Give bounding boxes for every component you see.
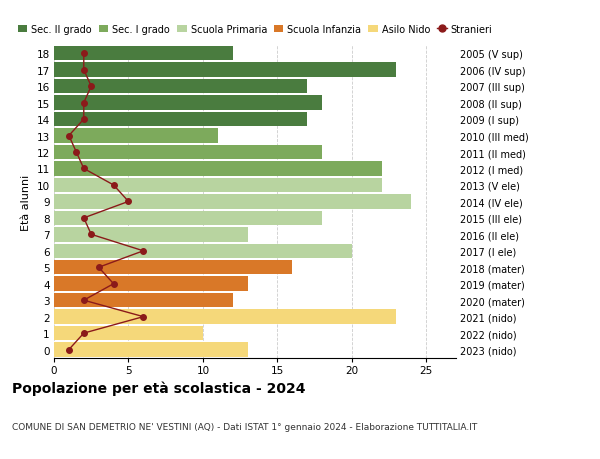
Bar (54, 146, 322, 160)
Y-axis label: Età alunni: Età alunni (21, 174, 31, 230)
Point (109, 182, 118, 189)
Point (86, 83, 96, 90)
Bar (54, 260, 292, 275)
Bar (54, 195, 412, 209)
Point (124, 198, 133, 206)
Point (64, 346, 74, 353)
Point (79, 67, 89, 74)
Bar (54, 112, 307, 127)
Point (79, 116, 89, 123)
Point (139, 247, 148, 255)
Bar (54, 326, 203, 341)
Point (71, 149, 81, 157)
Point (64, 133, 74, 140)
Bar (54, 178, 382, 193)
Bar (54, 63, 397, 78)
Bar (54, 228, 248, 242)
Bar (54, 129, 218, 144)
Bar (54, 211, 322, 226)
Point (139, 313, 148, 321)
Bar (54, 96, 322, 111)
Point (79, 297, 89, 304)
Bar (54, 310, 397, 324)
Point (79, 50, 89, 58)
Point (79, 215, 89, 222)
Point (94, 264, 103, 271)
Point (79, 165, 89, 173)
Point (109, 280, 118, 288)
Point (79, 330, 89, 337)
Point (86, 231, 96, 239)
Point (79, 100, 89, 107)
Bar (54, 244, 352, 258)
Bar (54, 162, 382, 176)
Text: COMUNE DI SAN DEMETRIO NE' VESTINI (AQ) - Dati ISTAT 1° gennaio 2024 - Elaborazi: COMUNE DI SAN DEMETRIO NE' VESTINI (AQ) … (12, 422, 477, 431)
Bar (54, 277, 248, 291)
Bar (54, 293, 233, 308)
Text: Popolazione per età scolastica - 2024: Popolazione per età scolastica - 2024 (12, 381, 305, 396)
Bar (54, 342, 248, 357)
Legend: Sec. II grado, Sec. I grado, Scuola Primaria, Scuola Infanzia, Asilo Nido, Stran: Sec. II grado, Sec. I grado, Scuola Prim… (18, 25, 492, 35)
Bar (54, 47, 233, 62)
Bar (54, 80, 307, 94)
